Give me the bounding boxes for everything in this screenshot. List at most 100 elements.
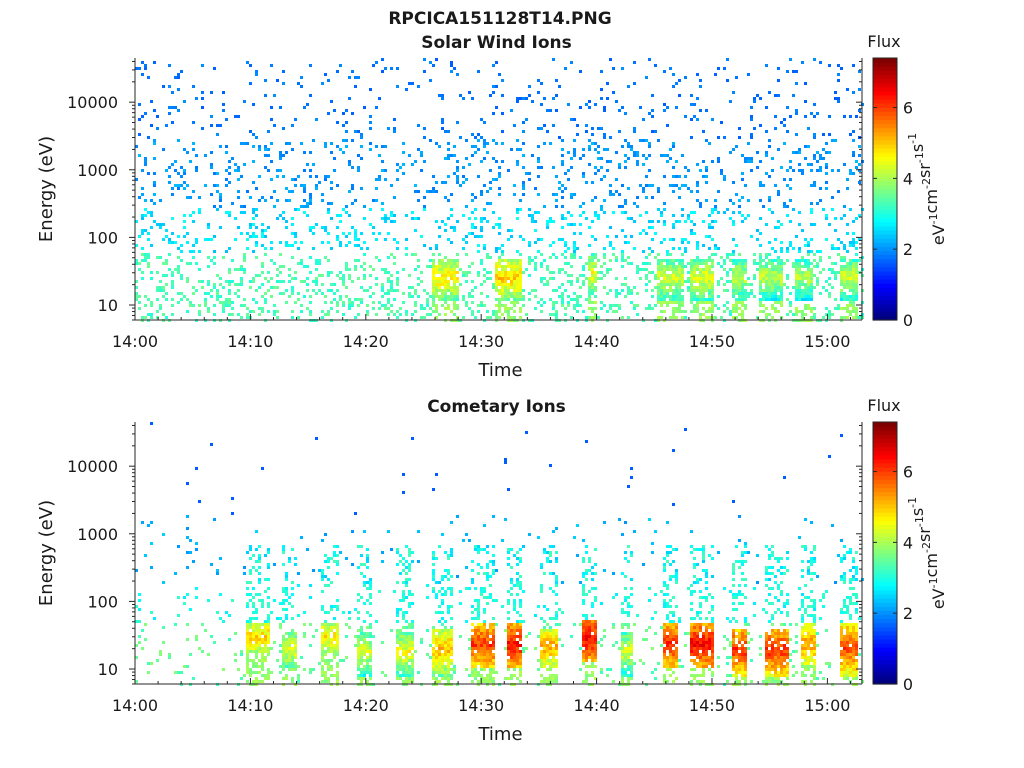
heatmap-cell bbox=[552, 124, 555, 127]
heatmap-cell bbox=[753, 295, 756, 298]
heatmap-cell bbox=[432, 677, 435, 680]
heatmap-cell bbox=[462, 539, 465, 542]
heatmap-cell bbox=[774, 277, 777, 280]
heatmap-cell bbox=[489, 596, 492, 599]
heatmap-cell bbox=[825, 238, 828, 241]
heatmap-cell bbox=[798, 250, 801, 253]
heatmap-cell bbox=[471, 295, 474, 298]
heatmap-cell bbox=[255, 289, 258, 292]
heatmap-cell bbox=[678, 262, 681, 265]
heatmap-cell bbox=[456, 169, 459, 172]
colorbar-segment bbox=[873, 229, 897, 235]
heatmap-cell bbox=[648, 304, 651, 307]
heatmap-cell bbox=[708, 301, 711, 304]
heatmap-cell bbox=[144, 163, 147, 166]
heatmap-cell bbox=[330, 626, 333, 629]
heatmap-cell bbox=[360, 572, 363, 575]
heatmap-cell bbox=[495, 313, 498, 316]
heatmap-cell bbox=[813, 184, 816, 187]
heatmap-cell bbox=[234, 632, 237, 635]
heatmap-cell bbox=[483, 587, 486, 590]
heatmap-cell bbox=[363, 644, 366, 647]
heatmap-cell bbox=[486, 190, 489, 193]
heatmap-cell bbox=[582, 268, 585, 271]
heatmap-cell bbox=[645, 256, 648, 259]
heatmap-cell bbox=[159, 256, 162, 259]
heatmap-cell bbox=[660, 298, 663, 301]
heatmap-cell bbox=[657, 301, 660, 304]
heatmap-cell bbox=[156, 127, 159, 130]
heatmap-cell bbox=[198, 196, 201, 199]
heatmap-cell bbox=[702, 286, 705, 289]
heatmap-cell bbox=[336, 641, 339, 644]
heatmap-cell bbox=[603, 133, 606, 136]
heatmap-cell bbox=[267, 605, 270, 608]
heatmap-cell bbox=[138, 599, 141, 602]
heatmap-cell bbox=[651, 295, 654, 298]
heatmap-cell bbox=[474, 635, 477, 638]
heatmap-cell bbox=[411, 656, 414, 659]
colorbar-segment bbox=[873, 86, 897, 92]
heatmap-cell bbox=[441, 277, 444, 280]
heatmap-cell bbox=[807, 280, 810, 283]
heatmap-cell bbox=[501, 268, 504, 271]
heatmap-cell bbox=[483, 142, 486, 145]
heatmap-cell bbox=[165, 259, 168, 262]
heatmap-cell bbox=[831, 196, 834, 199]
heatmap-cell bbox=[444, 256, 447, 259]
heatmap-cell bbox=[285, 614, 288, 617]
heatmap-cell bbox=[693, 262, 696, 265]
heatmap-cell bbox=[435, 581, 438, 584]
heatmap-cell bbox=[378, 97, 381, 100]
heatmap-cell bbox=[663, 283, 666, 286]
heatmap-cell bbox=[528, 256, 531, 259]
heatmap-cell bbox=[357, 677, 360, 680]
heatmap-cell bbox=[735, 289, 738, 292]
heatmap-cell bbox=[705, 271, 708, 274]
heatmap-cell bbox=[456, 262, 459, 265]
heatmap-cell bbox=[768, 277, 771, 280]
heatmap-cell bbox=[603, 199, 606, 202]
heatmap-cell bbox=[351, 166, 354, 169]
heatmap-cell bbox=[705, 169, 708, 172]
heatmap-cell bbox=[483, 656, 486, 659]
heatmap-cell bbox=[534, 229, 537, 232]
heatmap-cell bbox=[444, 262, 447, 265]
heatmap-cell bbox=[147, 172, 150, 175]
heatmap-cell bbox=[849, 289, 852, 292]
heatmap-cell bbox=[798, 295, 801, 298]
heatmap-cell bbox=[360, 554, 363, 557]
heatmap-cell bbox=[210, 166, 213, 169]
heatmap-cell bbox=[477, 662, 480, 665]
heatmap-cell bbox=[345, 211, 348, 214]
heatmap-cell bbox=[267, 280, 270, 283]
heatmap-cell bbox=[486, 653, 489, 656]
heatmap-cell bbox=[633, 61, 636, 64]
heatmap-cell bbox=[432, 626, 435, 629]
heatmap-cell bbox=[567, 103, 570, 106]
heatmap-cell bbox=[555, 205, 558, 208]
heatmap-cell bbox=[474, 548, 477, 551]
heatmap-cell bbox=[672, 280, 675, 283]
heatmap-cell bbox=[774, 250, 777, 253]
heatmap-cell bbox=[366, 304, 369, 307]
heatmap-cell bbox=[786, 214, 789, 217]
heatmap-cell bbox=[777, 265, 780, 268]
heatmap-cell bbox=[798, 265, 801, 268]
heatmap-cell bbox=[624, 283, 627, 286]
heatmap-cell bbox=[855, 289, 858, 292]
heatmap-cell bbox=[717, 247, 720, 250]
heatmap-cell bbox=[144, 554, 147, 557]
heatmap-cell bbox=[144, 623, 147, 626]
heatmap-cell bbox=[324, 178, 327, 181]
heatmap-cell bbox=[444, 671, 447, 674]
heatmap-cell bbox=[363, 530, 366, 533]
heatmap-cell bbox=[333, 632, 336, 635]
heatmap-cell bbox=[645, 211, 648, 214]
heatmap-cell bbox=[720, 265, 723, 268]
colorbar-segment bbox=[873, 242, 897, 247]
heatmap-cell bbox=[270, 142, 273, 145]
heatmap-cell bbox=[360, 157, 363, 160]
heatmap-cell bbox=[180, 184, 183, 187]
heatmap-cell bbox=[486, 644, 489, 647]
